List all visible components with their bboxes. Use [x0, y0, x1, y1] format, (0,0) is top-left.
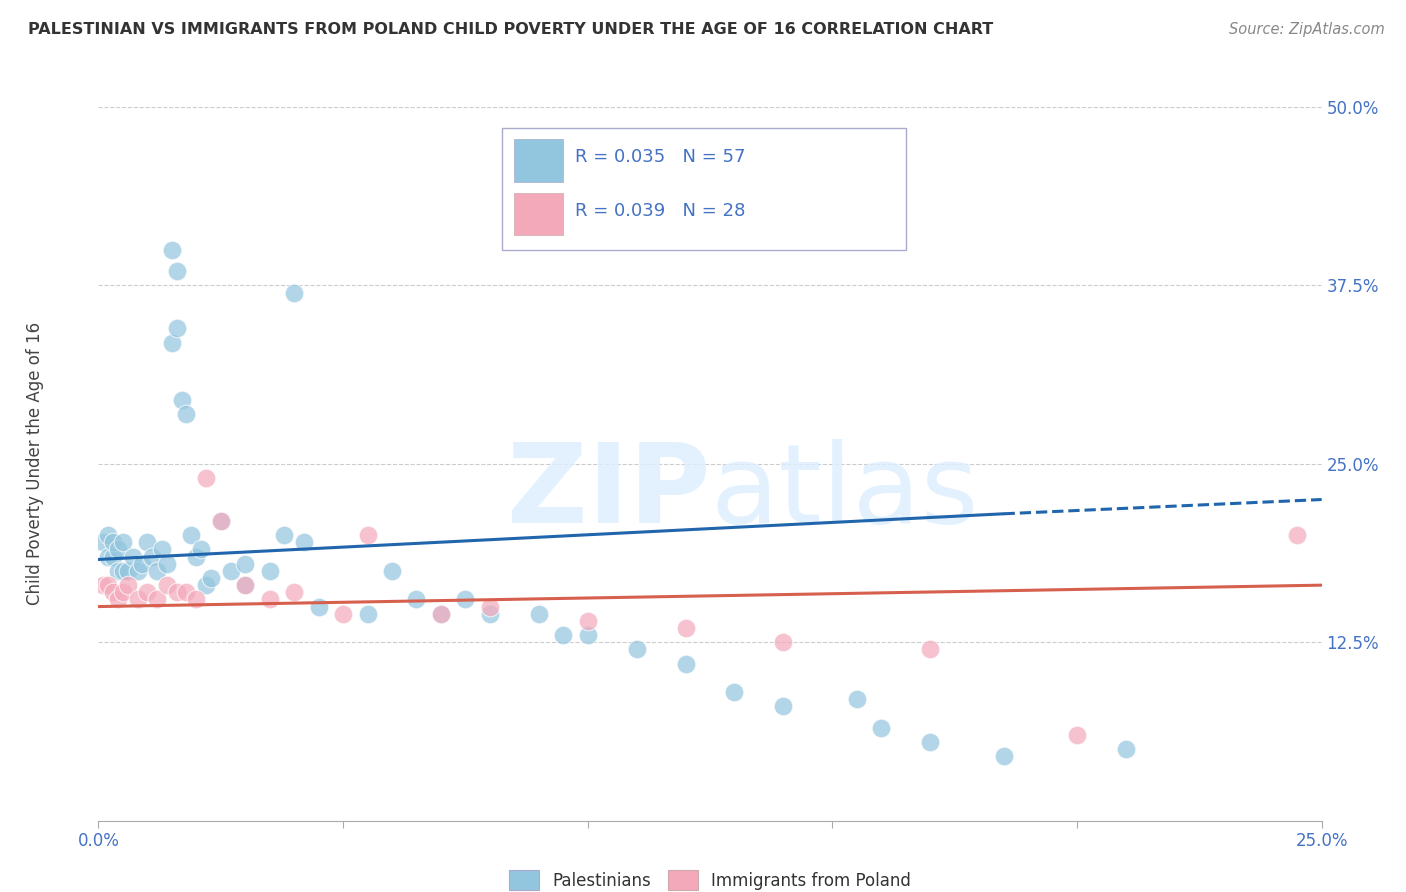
Point — [430, 607, 453, 621]
Point — [101, 585, 124, 599]
Point — [870, 721, 893, 735]
Point — [166, 264, 188, 278]
Point — [259, 592, 281, 607]
Point — [675, 621, 697, 635]
Point — [233, 578, 256, 592]
Point — [176, 585, 198, 599]
Point — [121, 549, 143, 564]
Point — [576, 628, 599, 642]
Point — [292, 535, 315, 549]
Text: R = 0.039   N = 28: R = 0.039 N = 28 — [575, 202, 745, 219]
Point — [233, 557, 256, 571]
Point — [454, 592, 477, 607]
Point — [195, 578, 218, 592]
Text: R = 0.035   N = 57: R = 0.035 N = 57 — [575, 148, 747, 166]
Point — [209, 514, 232, 528]
Point — [107, 564, 129, 578]
Text: Source: ZipAtlas.com: Source: ZipAtlas.com — [1229, 22, 1385, 37]
Point — [91, 535, 114, 549]
Point — [107, 542, 129, 557]
Text: ZIP: ZIP — [506, 439, 710, 546]
Point — [273, 528, 295, 542]
Point — [101, 549, 124, 564]
Point — [156, 578, 179, 592]
Text: Child Poverty Under the Age of 16: Child Poverty Under the Age of 16 — [27, 322, 44, 606]
Point — [111, 585, 134, 599]
Point — [772, 699, 794, 714]
Point — [176, 407, 198, 421]
Point — [626, 642, 648, 657]
Point — [356, 607, 378, 621]
Point — [772, 635, 794, 649]
Point — [160, 243, 183, 257]
Point — [170, 392, 193, 407]
Point — [97, 528, 120, 542]
Point — [186, 592, 208, 607]
Point — [186, 549, 208, 564]
Point — [1286, 528, 1309, 542]
Point — [111, 564, 134, 578]
FancyBboxPatch shape — [515, 193, 564, 235]
Text: PALESTINIAN VS IMMIGRANTS FROM POLAND CHILD POVERTY UNDER THE AGE OF 16 CORRELAT: PALESTINIAN VS IMMIGRANTS FROM POLAND CH… — [28, 22, 994, 37]
Point — [160, 335, 183, 350]
Point — [1066, 728, 1088, 742]
Point — [190, 542, 212, 557]
Point — [107, 592, 129, 607]
Point — [845, 692, 868, 706]
Point — [356, 528, 378, 542]
FancyBboxPatch shape — [515, 139, 564, 182]
FancyBboxPatch shape — [502, 128, 905, 250]
Point — [200, 571, 222, 585]
Point — [283, 285, 305, 300]
Point — [91, 578, 114, 592]
Point — [127, 592, 149, 607]
Point — [141, 549, 163, 564]
Point — [478, 599, 501, 614]
Point — [675, 657, 697, 671]
Point — [136, 585, 159, 599]
Point — [180, 528, 202, 542]
Point — [1115, 742, 1137, 756]
Point — [166, 321, 188, 335]
Point — [146, 564, 169, 578]
Point — [430, 607, 453, 621]
Point — [97, 578, 120, 592]
Point — [527, 607, 550, 621]
Point — [576, 614, 599, 628]
Point — [146, 592, 169, 607]
Point — [920, 642, 942, 657]
Point — [405, 592, 427, 607]
Point — [283, 585, 305, 599]
Point — [166, 585, 188, 599]
Point — [259, 564, 281, 578]
Point — [117, 578, 139, 592]
Point — [101, 535, 124, 549]
Point — [117, 564, 139, 578]
Legend: Palestinians, Immigrants from Poland: Palestinians, Immigrants from Poland — [501, 862, 920, 892]
Point — [723, 685, 745, 699]
Point — [920, 735, 942, 749]
Point — [150, 542, 173, 557]
Point — [97, 549, 120, 564]
Point — [308, 599, 330, 614]
Point — [219, 564, 242, 578]
Point — [131, 557, 153, 571]
Point — [111, 535, 134, 549]
Point — [156, 557, 179, 571]
Point — [195, 471, 218, 485]
Point — [209, 514, 232, 528]
Point — [553, 628, 575, 642]
Point — [127, 564, 149, 578]
Text: atlas: atlas — [710, 439, 979, 546]
Point — [332, 607, 354, 621]
Point — [381, 564, 404, 578]
Point — [233, 578, 256, 592]
Point — [136, 535, 159, 549]
Point — [993, 749, 1015, 764]
Point — [478, 607, 501, 621]
